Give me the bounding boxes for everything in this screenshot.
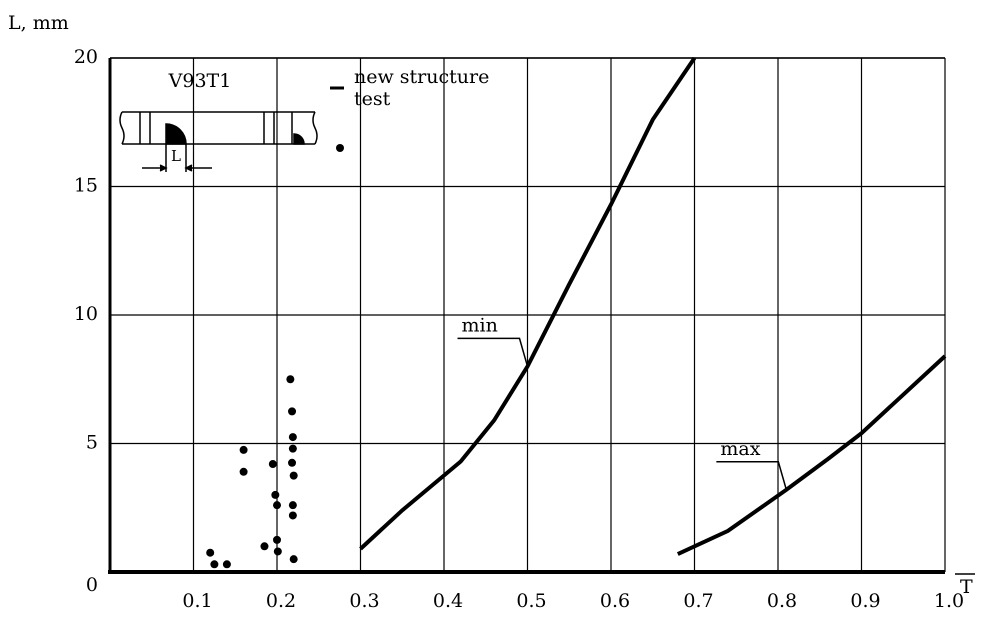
x-axis-label: T xyxy=(960,576,973,598)
data-point xyxy=(273,547,282,556)
annotation-leader xyxy=(457,337,529,367)
data-point xyxy=(273,501,281,510)
data-point xyxy=(288,433,297,442)
data-point xyxy=(268,460,277,469)
curve xyxy=(676,354,947,556)
inset-diagram xyxy=(119,111,318,172)
y-tick-label: 0 xyxy=(86,574,98,596)
x-tick-label: 0.4 xyxy=(433,590,463,612)
x-tick-label: 0.5 xyxy=(516,590,546,612)
data-point xyxy=(286,375,295,384)
data-point xyxy=(289,471,298,480)
data-point xyxy=(222,560,231,569)
data-point xyxy=(273,535,281,544)
inset-title: V93T1 xyxy=(168,70,232,92)
x-tick-label: 0.7 xyxy=(683,590,713,612)
y-tick-label: 10 xyxy=(74,303,98,325)
annotation-leader xyxy=(716,461,788,490)
data-point xyxy=(289,555,298,564)
x-tick-label: 0.6 xyxy=(600,590,630,612)
data-point xyxy=(210,560,219,569)
data-point xyxy=(288,407,297,416)
x-tick-label: 0.2 xyxy=(266,590,296,612)
x-tick-label: 0.3 xyxy=(349,590,379,612)
data-point xyxy=(288,501,297,510)
y-tick-label: 15 xyxy=(74,175,98,197)
curve-label: max xyxy=(720,438,760,460)
y-tick-label: 5 xyxy=(86,432,98,454)
legend-label: new structure test xyxy=(354,66,489,110)
y-axis-label: L, mm xyxy=(8,12,69,34)
inset-label: L xyxy=(171,147,181,165)
data-point xyxy=(260,542,269,551)
data-point xyxy=(288,444,297,453)
x-tick-label: 0.9 xyxy=(850,590,880,612)
data-point xyxy=(206,548,215,557)
data-point xyxy=(288,458,297,467)
legend-marker xyxy=(336,144,344,152)
x-tick-label: 0.8 xyxy=(767,590,797,612)
x-tick-label: 1.0 xyxy=(934,590,964,612)
data-point xyxy=(239,445,248,454)
data-point xyxy=(239,467,248,476)
curve-label: min xyxy=(462,314,498,336)
x-tick-label: 0.1 xyxy=(182,590,212,612)
data-point xyxy=(288,511,297,520)
y-tick-label: 20 xyxy=(74,46,98,68)
data-point xyxy=(271,490,280,499)
